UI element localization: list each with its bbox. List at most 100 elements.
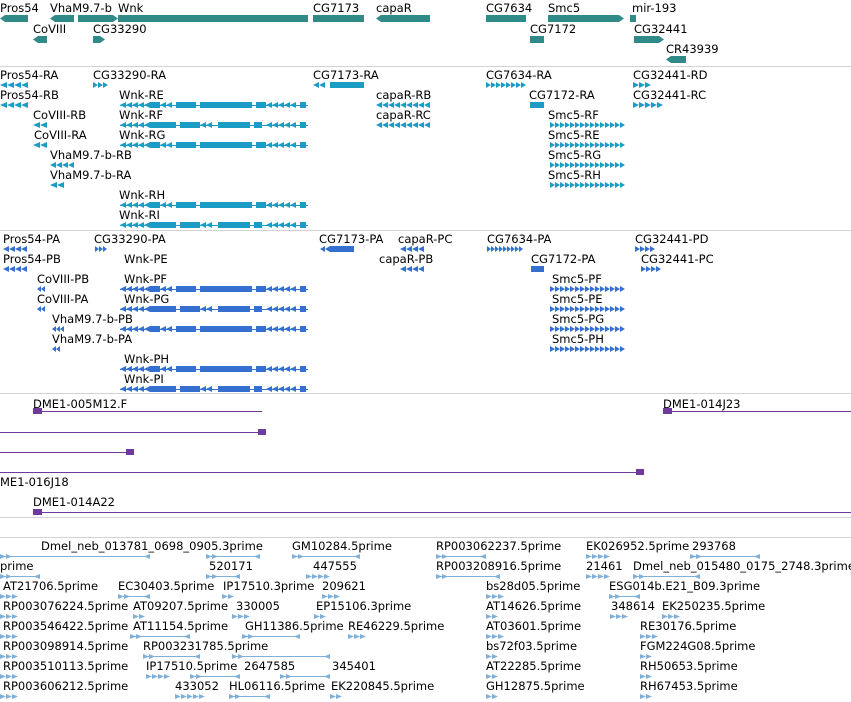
feature-label[interactable]: capaR-PB <box>379 252 434 266</box>
feature-label[interactable]: Wnk-PI <box>124 372 164 386</box>
exon-block[interactable] <box>180 122 200 128</box>
feature-arrow-left-icon[interactable] <box>0 15 28 22</box>
strand-chevrons-left-icon[interactable] <box>160 142 172 148</box>
strand-chevrons-right-icon[interactable] <box>0 674 20 679</box>
exon-block[interactable] <box>180 306 200 312</box>
strand-chevrons-left-icon[interactable] <box>160 286 172 292</box>
feature-label[interactable]: FGM224G08.5prime <box>640 639 756 653</box>
exon-block[interactable] <box>218 222 250 228</box>
strand-chevrons-left-icon[interactable] <box>120 286 150 292</box>
strand-chevrons-left-icon[interactable] <box>264 694 270 699</box>
exon-block[interactable] <box>176 102 196 108</box>
feature-arrow-left-icon[interactable] <box>50 15 74 22</box>
strand-chevrons-left-icon[interactable] <box>37 286 45 292</box>
feature-label[interactable]: CG7172-RA <box>529 88 595 102</box>
strand-chevrons-right-icon[interactable] <box>640 694 652 699</box>
exon-block[interactable] <box>150 286 160 292</box>
exon-block[interactable] <box>200 326 252 332</box>
exon-block[interactable] <box>176 142 196 148</box>
strand-chevrons-left-icon[interactable] <box>0 82 28 88</box>
strand-chevrons-left-icon[interactable] <box>234 574 240 579</box>
exon-block[interactable] <box>256 286 266 292</box>
strand-chevrons-right-icon[interactable] <box>330 694 345 699</box>
exon-block[interactable] <box>150 222 176 228</box>
feature-label[interactable]: capaR <box>376 1 412 15</box>
strand-chevrons-left-icon[interactable] <box>694 574 700 579</box>
feature-label[interactable]: 447555 <box>313 559 357 573</box>
exon-block[interactable] <box>300 386 306 392</box>
feature-label[interactable]: capaR-PC <box>398 232 453 246</box>
feature-label[interactable]: Pros54-PB <box>3 252 61 266</box>
feature-label[interactable]: bs28d05.5prime <box>486 579 581 593</box>
feature-label[interactable]: CG7173 <box>313 1 360 15</box>
feature-label[interactable]: DME1-014A22 <box>33 495 115 509</box>
strand-chevrons-left-icon[interactable] <box>120 326 150 332</box>
clone-end-marker[interactable] <box>33 408 42 414</box>
exon-block[interactable] <box>254 222 262 228</box>
feature-label[interactable]: AT22285.5prime <box>486 659 582 673</box>
strand-chevrons-left-icon[interactable] <box>266 202 296 208</box>
feature-label[interactable]: VhaM9.7-b-PB <box>52 312 133 326</box>
strand-chevrons-right-icon[interactable] <box>486 594 505 599</box>
feature-label[interactable]: CoVIII-RA <box>34 128 87 142</box>
strand-chevrons-right-icon[interactable] <box>130 634 142 639</box>
strand-chevrons-left-icon[interactable] <box>52 346 60 352</box>
strand-chevrons-right-icon[interactable] <box>641 266 664 272</box>
feature-label[interactable]: Pros54-RA <box>0 68 59 82</box>
strand-chevrons-left-icon[interactable] <box>120 386 150 392</box>
feature-label[interactable]: Wnk-RH <box>119 188 166 202</box>
feature-label[interactable]: RP003208916.5prime <box>436 559 562 573</box>
strand-chevrons-right-icon[interactable] <box>487 246 523 252</box>
feature-label[interactable]: Wnk-PE <box>124 252 168 266</box>
feature-label[interactable]: CG32441 <box>634 22 688 36</box>
feature-label[interactable]: RP003098914.5prime <box>3 639 129 653</box>
feature-label[interactable]: Smc5-PE <box>552 292 603 306</box>
feature-label[interactable]: CG32441-RD <box>633 68 708 82</box>
strand-chevrons-right-icon[interactable] <box>486 82 526 88</box>
feature-label[interactable]: DME1-005M12.F <box>33 397 128 411</box>
strand-chevrons-right-icon[interactable] <box>550 286 626 292</box>
strand-chevrons-left-icon[interactable] <box>376 122 430 128</box>
feature-label[interactable]: RP003546422.5prime <box>3 619 129 633</box>
feature-label[interactable]: Smc5-PG <box>552 312 605 326</box>
feature-arrow-right-icon[interactable] <box>548 15 624 22</box>
strand-chevrons-right-icon[interactable] <box>586 574 612 579</box>
strand-chevrons-left-icon[interactable] <box>200 386 214 392</box>
feature-label[interactable]: RP003510113.5prime <box>3 659 129 673</box>
feature-label[interactable]: RH67453.5prime <box>640 679 738 693</box>
feature-label[interactable]: RP003076224.5prime <box>3 599 129 613</box>
exon-block[interactable] <box>300 122 306 128</box>
strand-chevrons-right-icon[interactable] <box>610 614 630 619</box>
feature-label[interactable]: IP17510.5prime <box>146 659 238 673</box>
feature-label[interactable]: Smc5-RF <box>548 108 599 122</box>
strand-chevrons-left-icon[interactable] <box>266 386 296 392</box>
strand-chevrons-right-icon[interactable] <box>633 102 663 108</box>
feature-label[interactable]: CG32441-PD <box>635 232 709 246</box>
strand-chevrons-right-icon[interactable] <box>206 574 218 579</box>
feature-label[interactable]: EK250235.5prime <box>662 599 766 613</box>
exon-block[interactable] <box>300 326 306 332</box>
strand-chevrons-right-icon[interactable] <box>0 574 12 579</box>
strand-chevrons-right-icon[interactable] <box>662 614 680 619</box>
strand-chevrons-left-icon[interactable] <box>313 82 330 88</box>
feature-label[interactable]: VhaM9.7-b-RA <box>50 168 132 182</box>
feature-label[interactable]: RE30176.5prime <box>640 619 737 633</box>
strand-chevrons-right-icon[interactable] <box>143 654 155 659</box>
feature-label[interactable]: ESG014b.E21_B09.3prime <box>609 579 761 593</box>
strand-chevrons-left-icon[interactable] <box>320 246 330 252</box>
strand-chevrons-left-icon[interactable] <box>37 306 45 312</box>
exon-block[interactable] <box>256 326 266 332</box>
feature-label[interactable]: Smc5-RH <box>548 168 601 182</box>
exon-block[interactable] <box>300 306 306 312</box>
strand-chevrons-right-icon[interactable] <box>292 554 304 559</box>
exon-block[interactable] <box>200 202 252 208</box>
exon-block[interactable] <box>254 306 262 312</box>
gene-block[interactable] <box>630 15 636 22</box>
feature-label[interactable]: AT09207.5prime <box>133 599 229 613</box>
feature-label[interactable]: RP003231785.5prime <box>143 639 269 653</box>
clone-end-marker[interactable] <box>258 429 266 435</box>
strand-chevrons-left-icon[interactable] <box>354 554 360 559</box>
feature-label[interactable]: ME1-016J18 <box>0 475 69 489</box>
exon-block[interactable] <box>254 386 262 392</box>
strand-chevrons-right-icon[interactable] <box>0 594 20 599</box>
